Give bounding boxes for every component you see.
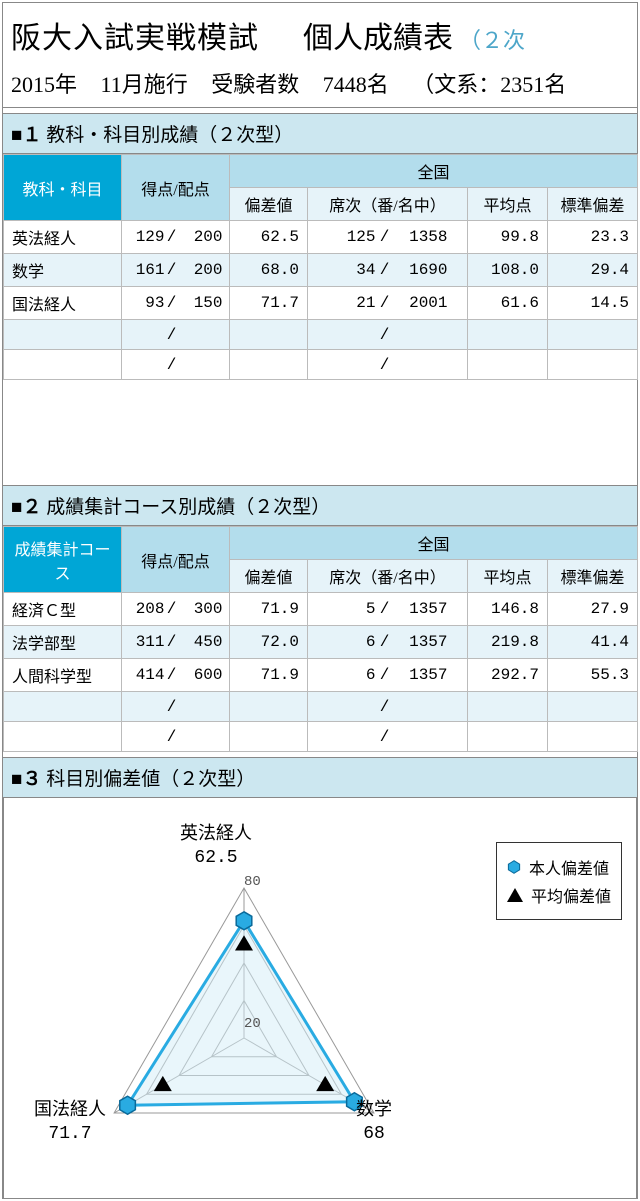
- cell-sd: 55.3: [548, 659, 638, 692]
- triangle-icon: [507, 888, 523, 902]
- cell-rank: 34/1690: [308, 254, 468, 287]
- cell-subject: 経済Ｃ型: [4, 593, 122, 626]
- cell-avg: 108.0: [468, 254, 548, 287]
- legend-avg: 平均偏差値: [507, 883, 611, 907]
- cell-score: 161/200: [122, 254, 230, 287]
- cell-rank: 6/1357: [308, 626, 468, 659]
- cell-sd: 29.4: [548, 254, 638, 287]
- th-course: 成績集計コース: [4, 527, 122, 593]
- table-row-empty: //: [4, 320, 638, 350]
- section1-table: 教科・科目 得点/配点 全国 偏差値 席次（番/名中） 平均点 標準偏差 英法経…: [3, 154, 638, 380]
- th-score: 得点/配点: [122, 155, 230, 221]
- tick-80: 80: [244, 874, 261, 890]
- cell-dev: 72.0: [230, 626, 308, 659]
- subtitle-line: 2015年 11月施行 受験者数 7448名 （文系：2351名: [11, 67, 629, 99]
- cell-rank: 125/1358: [308, 221, 468, 254]
- cell-rank: 21/2001: [308, 287, 468, 320]
- examinees-label: 受験者数: [211, 72, 299, 97]
- report-header: 阪大入試実戦模試 個人成績表（２次 2015年 11月施行 受験者数 7448名…: [3, 3, 637, 108]
- exam-month: 11月施行: [101, 72, 188, 97]
- section2-number: ■２: [11, 497, 41, 518]
- exam-year: 2015年: [11, 72, 77, 97]
- section3-header: ■３ 科目別偏差値（２次型）: [3, 757, 637, 798]
- th-dev: 偏差値: [230, 188, 308, 221]
- section3-number: ■３: [11, 769, 41, 790]
- cell-dev: 68.0: [230, 254, 308, 287]
- section2-table: 成績集計コース 得点/配点 全国 偏差値 席次（番/名中） 平均点 標準偏差 経…: [3, 526, 638, 752]
- cell-avg: 61.6: [468, 287, 548, 320]
- breakdown: （文系：2351名: [412, 72, 566, 97]
- section1-number: ■１: [11, 125, 41, 146]
- cell-dev: 71.9: [230, 593, 308, 626]
- cell-score: 129/200: [122, 221, 230, 254]
- table-row: 数学161/20068.034/1690108.029.4: [4, 254, 638, 287]
- table-row: 経済Ｃ型208/30071.95/1357146.827.9: [4, 593, 638, 626]
- table-row-empty: //: [4, 722, 638, 752]
- table-row: 国法経人93/15071.721/200161.614.5: [4, 287, 638, 320]
- cell-score: 93/150: [122, 287, 230, 320]
- cell-avg: 292.7: [468, 659, 548, 692]
- cell-subject: 数学: [4, 254, 122, 287]
- section2-title: 成績集計コース別成績（２次型）: [46, 497, 330, 518]
- cell-subject: 法学部型: [4, 626, 122, 659]
- cell-rank: 5/1357: [308, 593, 468, 626]
- cell-sd: 27.9: [548, 593, 638, 626]
- exam-title: 阪大入試実戦模試: [11, 22, 259, 55]
- table-row-empty: //: [4, 350, 638, 380]
- th-national2: 全国: [230, 527, 638, 560]
- axis-top-label: 英法経人 62.5: [180, 822, 252, 871]
- table-row-empty: //: [4, 692, 638, 722]
- th-avg2: 平均点: [468, 560, 548, 593]
- legend-self: 本人偏差値: [507, 855, 611, 879]
- report-tail: （２次: [459, 28, 525, 53]
- section1-header: ■１ 教科・科目別成績（２次型）: [3, 113, 637, 154]
- section3-title: 科目別偏差値（２次型）: [46, 769, 255, 790]
- radar-chart-container: 本人偏差値 平均偏差値 英法経人 62.5 数学 68 国法経人 71.7 80…: [3, 798, 637, 1198]
- cell-subject: 人間科学型: [4, 659, 122, 692]
- axis-left-label: 国法経人 71.7: [34, 1098, 106, 1147]
- examinees-count: 7448名: [323, 72, 389, 97]
- cell-sd: 14.5: [548, 287, 638, 320]
- cell-avg: 219.8: [468, 626, 548, 659]
- gap: [3, 380, 637, 480]
- cell-dev: 71.7: [230, 287, 308, 320]
- cell-sd: 41.4: [548, 626, 638, 659]
- th-rank2: 席次（番/名中）: [308, 560, 468, 593]
- section2-header: ■２ 成績集計コース別成績（２次型）: [3, 485, 637, 526]
- cell-sd: 23.3: [548, 221, 638, 254]
- th-sd2: 標準偏差: [548, 560, 638, 593]
- th-rank: 席次（番/名中）: [308, 188, 468, 221]
- th-sd: 標準偏差: [548, 188, 638, 221]
- th-score2: 得点/配点: [122, 527, 230, 593]
- cell-subject: 国法経人: [4, 287, 122, 320]
- cell-dev: 62.5: [230, 221, 308, 254]
- report-type: 個人成績表: [303, 22, 453, 55]
- section1-title: 教科・科目別成績（２次型）: [46, 125, 293, 146]
- th-subject: 教科・科目: [4, 155, 122, 221]
- cell-rank: 6/1357: [308, 659, 468, 692]
- table-row: 人間科学型414/60071.96/1357292.755.3: [4, 659, 638, 692]
- cell-score: 311/450: [122, 626, 230, 659]
- th-dev2: 偏差値: [230, 560, 308, 593]
- cell-dev: 71.9: [230, 659, 308, 692]
- table-row: 法学部型311/45072.06/1357219.841.4: [4, 626, 638, 659]
- cell-avg: 99.8: [468, 221, 548, 254]
- cell-avg: 146.8: [468, 593, 548, 626]
- cell-score: 414/600: [122, 659, 230, 692]
- cell-subject: 英法経人: [4, 221, 122, 254]
- radar-legend: 本人偏差値 平均偏差値: [496, 842, 622, 920]
- report-page: 阪大入試実戦模試 個人成績表（２次 2015年 11月施行 受験者数 7448名…: [2, 2, 638, 1199]
- legend-self-label: 本人偏差値: [529, 855, 609, 879]
- legend-avg-label: 平均偏差値: [531, 883, 611, 907]
- th-avg: 平均点: [468, 188, 548, 221]
- tick-20: 20: [244, 1016, 261, 1032]
- th-national: 全国: [230, 155, 638, 188]
- cell-score: 208/300: [122, 593, 230, 626]
- hexagon-icon: [507, 860, 521, 874]
- axis-right-label: 数学 68: [356, 1098, 392, 1147]
- table-row: 英法経人129/20062.5125/135899.823.3: [4, 221, 638, 254]
- title-line: 阪大入試実戦模試 個人成績表（２次: [11, 13, 629, 57]
